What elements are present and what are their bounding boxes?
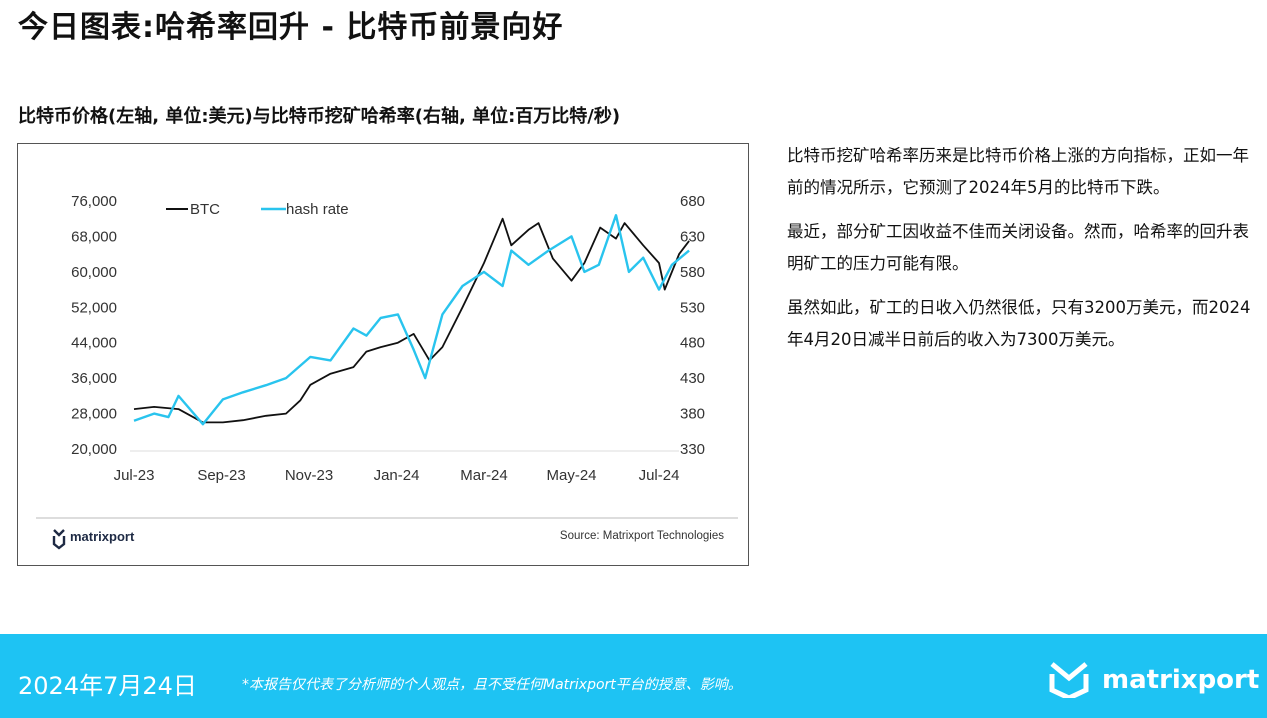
y-left-tick: 28,000: [71, 406, 117, 423]
disclaimer: *本报告仅代表了分析师的个人观点，且不受任何Matrixport平台的授意、影响…: [242, 677, 742, 693]
y-left-tick: 68,000: [71, 228, 117, 245]
y-left-tick: 44,000: [71, 335, 117, 352]
paragraph: 虽然如此，矿工的日收入仍然很低，只有3200万美元，而2024年4月20日减半日…: [787, 298, 1251, 349]
x-tick: Jul-24: [639, 467, 680, 484]
y-left-tick: 20,000: [71, 441, 117, 458]
footer-brand: matrixport: [1102, 665, 1260, 695]
x-tick: May-24: [546, 467, 596, 484]
chart-logo: matrixport: [52, 529, 135, 550]
x-tick: Jan-24: [374, 467, 420, 484]
series-line-btc: [133, 217, 690, 424]
y-left-tick: 76,000: [71, 193, 117, 210]
report-date: 2024年7月24日: [18, 672, 197, 700]
y-right-tick: 530: [680, 299, 705, 316]
legend-hash: hash rate: [286, 201, 349, 218]
legend-btc: BTC: [190, 201, 220, 218]
commentary: 比特币挖矿哈希率历来是比特币价格上涨的方向指标，正如一年前的情况所示，它预测了2…: [787, 140, 1252, 368]
paragraph: 比特币挖矿哈希率历来是比特币价格上涨的方向指标，正如一年前的情况所示，它预测了2…: [787, 146, 1249, 197]
x-tick: Nov-23: [285, 467, 333, 484]
paragraph: 最近，部分矿工因收益不佳而关闭设备。然而，哈希率的回升表明矿工的压力可能有限。: [787, 222, 1249, 273]
chart-brand: matrixport: [70, 529, 135, 544]
chart-source: Source: Matrixport Technologies: [560, 530, 724, 542]
chart-subtitle: 比特币价格(左轴, 单位:美元)与比特币挖矿哈希率(右轴, 单位:百万比特/秒): [18, 106, 621, 127]
y-left-tick: 60,000: [71, 264, 117, 281]
series-line-hash-rate: [133, 213, 690, 426]
y-right-tick: 630: [680, 228, 705, 245]
legend: BTC hash rate: [166, 201, 349, 218]
matrixport-logo-icon: [1049, 662, 1089, 698]
y-left-tick: 52,000: [71, 299, 117, 316]
x-tick: Sep-23: [197, 467, 245, 484]
matrixport-logo-icon: [52, 529, 66, 550]
y-left-tick: 36,000: [71, 370, 117, 387]
y-right-tick: 480: [680, 335, 705, 352]
page-title: 今日图表:哈希率回升 - 比特币前景向好: [18, 10, 564, 45]
chart-container: 20,000 28,000 36,000 44,000 52,000 60,000 68,0…: [17, 143, 749, 566]
footer-bar: 2024年7月24日 *本报告仅代表了分析师的个人观点，且不受任何Matrixp…: [0, 634, 1267, 718]
y-right-tick: 330: [680, 441, 705, 458]
x-tick: Mar-24: [460, 467, 508, 484]
y-right-tick: 430: [680, 370, 705, 387]
y-right-tick: 380: [680, 406, 705, 423]
x-tick: Jul-23: [114, 467, 155, 484]
y-right-tick: 580: [680, 264, 705, 281]
y-right-tick: 680: [680, 193, 705, 210]
footer-logo: matrixport: [1048, 662, 1259, 698]
chart-svg: 20,000 28,000 36,000 44,000 52,000 60,000 68,0…: [36, 193, 738, 550]
